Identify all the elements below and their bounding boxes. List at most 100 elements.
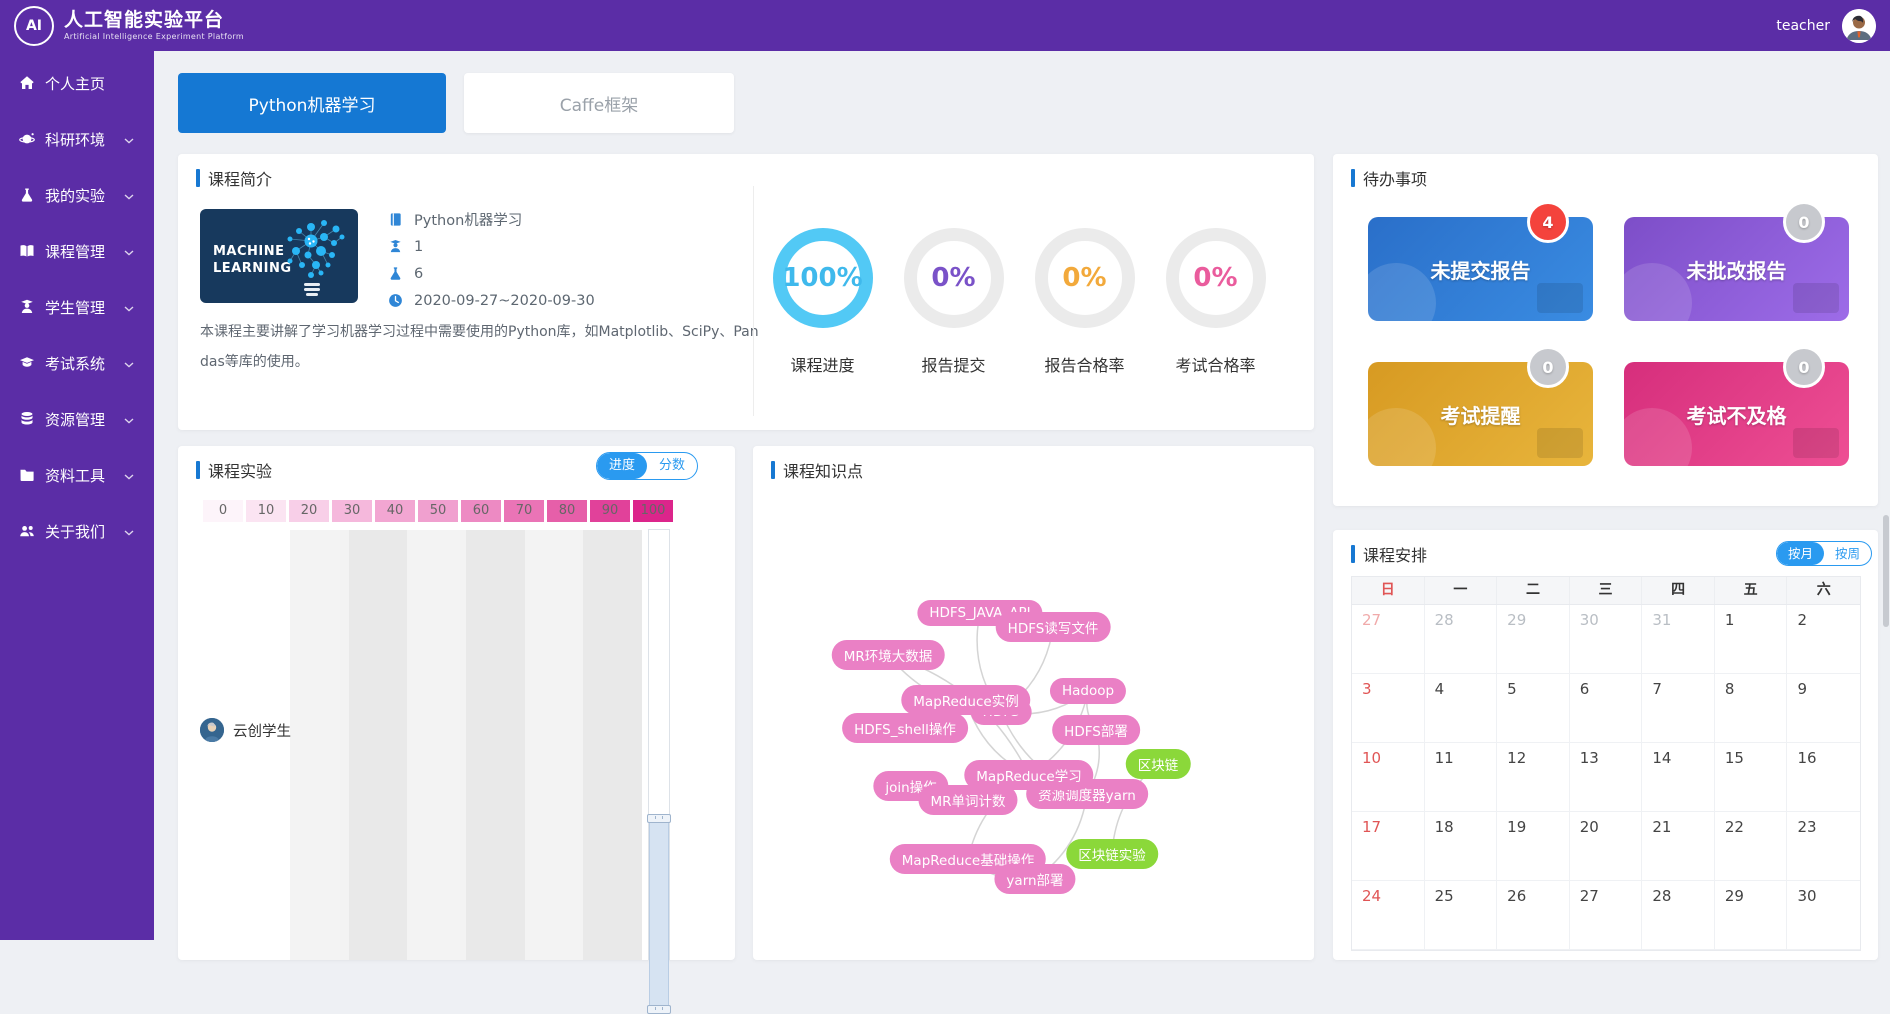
sidebar-item-resource-mgmt[interactable]: 资源管理: [0, 391, 154, 447]
legend-cell-20[interactable]: 20: [289, 500, 329, 522]
graph-node-Hadoop[interactable]: Hadoop: [1049, 678, 1127, 704]
calendar-day-17[interactable]: 17: [1352, 812, 1425, 881]
sidebar-item-exam-system[interactable]: 考试系统: [0, 335, 154, 391]
legend-cell-50[interactable]: 50: [418, 500, 458, 522]
course-experiments-card: 课程实验 进度 分数 0 10 20 30 40 50 60 70 80 90 100 云创学生: [178, 446, 735, 1014]
calendar-day-29[interactable]: 29: [1714, 881, 1788, 950]
notebook-icon: [388, 212, 404, 228]
calendar-day-12[interactable]: 12: [1497, 743, 1570, 812]
calendar-day-31[interactable]: 31: [1642, 605, 1715, 674]
graph-node-MR单词计数[interactable]: MR单词计数: [918, 785, 1018, 815]
calendar-day-4[interactable]: 4: [1424, 674, 1498, 743]
sidebar-item-home[interactable]: 个人主页: [0, 55, 154, 111]
page-scrollbar-thumb[interactable]: [1883, 515, 1889, 627]
calendar-day-27[interactable]: 27: [1569, 881, 1643, 950]
legend-cell-80[interactable]: 80: [547, 500, 587, 522]
toggle-progress[interactable]: 进度: [597, 453, 648, 479]
date-range-row: 2020-09-27~2020-09-30: [388, 287, 595, 314]
todo-card-unsubmitted-reports[interactable]: 4 未提交报告: [1356, 201, 1593, 343]
legend-cell-70[interactable]: 70: [504, 500, 544, 522]
course-intro-header: 课程简介: [196, 166, 272, 190]
sidebar-item-my-experiments[interactable]: 我的实验: [0, 167, 154, 223]
calendar-day-19[interactable]: 19: [1497, 812, 1570, 881]
todo-card-exam-failed[interactable]: 0 考试不及格: [1612, 346, 1849, 488]
calendar-day-24[interactable]: 24: [1352, 881, 1425, 950]
calendar-day-6[interactable]: 6: [1569, 674, 1643, 743]
sidebar-item-research-env[interactable]: 科研环境: [0, 111, 154, 167]
graph-node-MapReduce实例[interactable]: MapReduce实例: [901, 685, 1031, 715]
lightbulb-network-illustration: [287, 220, 345, 296]
stat-报告提交: 0% 报告提交: [888, 228, 1019, 376]
calendar-day-22[interactable]: 22: [1714, 812, 1788, 881]
calendar-day-20[interactable]: 20: [1569, 812, 1643, 881]
calendar-day-18[interactable]: 18: [1424, 812, 1498, 881]
legend-cell-10[interactable]: 10: [246, 500, 286, 522]
toggle-month[interactable]: 按月: [1777, 542, 1825, 565]
graph-node-HDFS部署[interactable]: HDFS部署: [1052, 715, 1140, 745]
calendar-day-28[interactable]: 28: [1642, 881, 1715, 950]
graph-node-区块链[interactable]: 区块链: [1125, 749, 1191, 779]
calendar-day-23[interactable]: 23: [1787, 812, 1861, 881]
calendar-day-3[interactable]: 3: [1352, 674, 1425, 743]
calendar-day-25[interactable]: 25: [1424, 881, 1498, 950]
graph-node-MR环境大数据[interactable]: MR环境大数据: [831, 640, 945, 670]
calendar-day-11[interactable]: 11: [1424, 743, 1498, 812]
calendar-day-13[interactable]: 13: [1569, 743, 1643, 812]
calendar-day-14[interactable]: 14: [1642, 743, 1715, 812]
graph-node-HDFS读写文件[interactable]: HDFS读写文件: [995, 612, 1111, 642]
username[interactable]: teacher: [1776, 17, 1830, 34]
datazoom-handle-bottom[interactable]: [647, 1005, 671, 1014]
calendar-day-8[interactable]: 8: [1714, 674, 1788, 743]
count-badge: 0: [1783, 346, 1825, 388]
course-schedule-card: 课程安排 按月 按周 日一二三四五六 27 28 29 30 31 1 2 3 4 5 6 7 8 9 10 11…: [1333, 530, 1878, 960]
calendar-day-30[interactable]: 30: [1787, 881, 1861, 950]
app-subtitle: Artificial Intelligence Experiment Platf…: [64, 31, 244, 41]
todo-card: 待办事项 4 未提交报告 0 未批改报告 0 考试提醒 0 考试不及格: [1333, 154, 1878, 506]
calendar-day-30[interactable]: 30: [1569, 605, 1643, 674]
calendar-day-10[interactable]: 10: [1352, 743, 1425, 812]
calendar-day-26[interactable]: 26: [1497, 881, 1570, 950]
calendar-day-5[interactable]: 5: [1497, 674, 1570, 743]
calendar-day-16[interactable]: 16: [1787, 743, 1861, 812]
graph-node-yarn部署[interactable]: yarn部署: [994, 864, 1076, 894]
calendar-day-21[interactable]: 21: [1642, 812, 1715, 881]
calendar-day-28[interactable]: 28: [1424, 605, 1498, 674]
student-icon: [18, 299, 35, 316]
legend-cell-100[interactable]: 100: [633, 500, 673, 522]
user-avatar[interactable]: [1842, 8, 1876, 43]
user-menu[interactable]: teacher: [1776, 0, 1876, 51]
users-icon: [18, 523, 35, 540]
todo-card-exam-reminder[interactable]: 0 考试提醒: [1356, 346, 1593, 488]
sidebar-item-about-us[interactable]: 关于我们: [0, 503, 154, 559]
legend-cell-60[interactable]: 60: [461, 500, 501, 522]
datazoom-slider[interactable]: [647, 529, 671, 1014]
legend-cell-0[interactable]: 0: [203, 500, 243, 522]
calendar-day-1[interactable]: 1: [1714, 605, 1788, 674]
legend-cell-40[interactable]: 40: [375, 500, 415, 522]
course-thumbnail-text: MACHINE LEARNING: [213, 243, 292, 277]
tab-caffe[interactable]: Caffe框架: [464, 73, 734, 133]
calendar-day-2[interactable]: 2: [1787, 605, 1861, 674]
todo-card-ungraded-reports[interactable]: 0 未批改报告: [1612, 201, 1849, 343]
legend-cell-30[interactable]: 30: [332, 500, 372, 522]
calendar-day-27[interactable]: 27: [1352, 605, 1425, 674]
calendar-day-15[interactable]: 15: [1714, 743, 1788, 812]
sidebar-item-course-mgmt[interactable]: 课程管理: [0, 223, 154, 279]
stat-circle: 100%: [772, 228, 873, 328]
todo-card-label: 未批改报告: [1686, 258, 1787, 283]
graph-node-HDFS_shell操作[interactable]: HDFS_shell操作: [842, 713, 968, 743]
toggle-week[interactable]: 按周: [1835, 546, 1861, 561]
datazoom-handle-top[interactable]: [647, 814, 671, 823]
course-experiments-header: 课程实验: [196, 458, 272, 482]
datazoom-selection[interactable]: [647, 814, 671, 1014]
sidebar-item-data-tools[interactable]: 资料工具: [0, 447, 154, 503]
tab-python-ml[interactable]: Python机器学习: [178, 73, 446, 133]
graph-node-区块链实验[interactable]: 区块链实验: [1066, 839, 1158, 869]
sidebar-item-student-mgmt[interactable]: 学生管理: [0, 279, 154, 335]
calendar-day-29[interactable]: 29: [1497, 605, 1570, 674]
divider: [753, 186, 754, 416]
calendar-day-9[interactable]: 9: [1787, 674, 1861, 743]
legend-cell-90[interactable]: 90: [590, 500, 630, 522]
toggle-score[interactable]: 分数: [659, 458, 686, 473]
calendar-day-7[interactable]: 7: [1642, 674, 1715, 743]
